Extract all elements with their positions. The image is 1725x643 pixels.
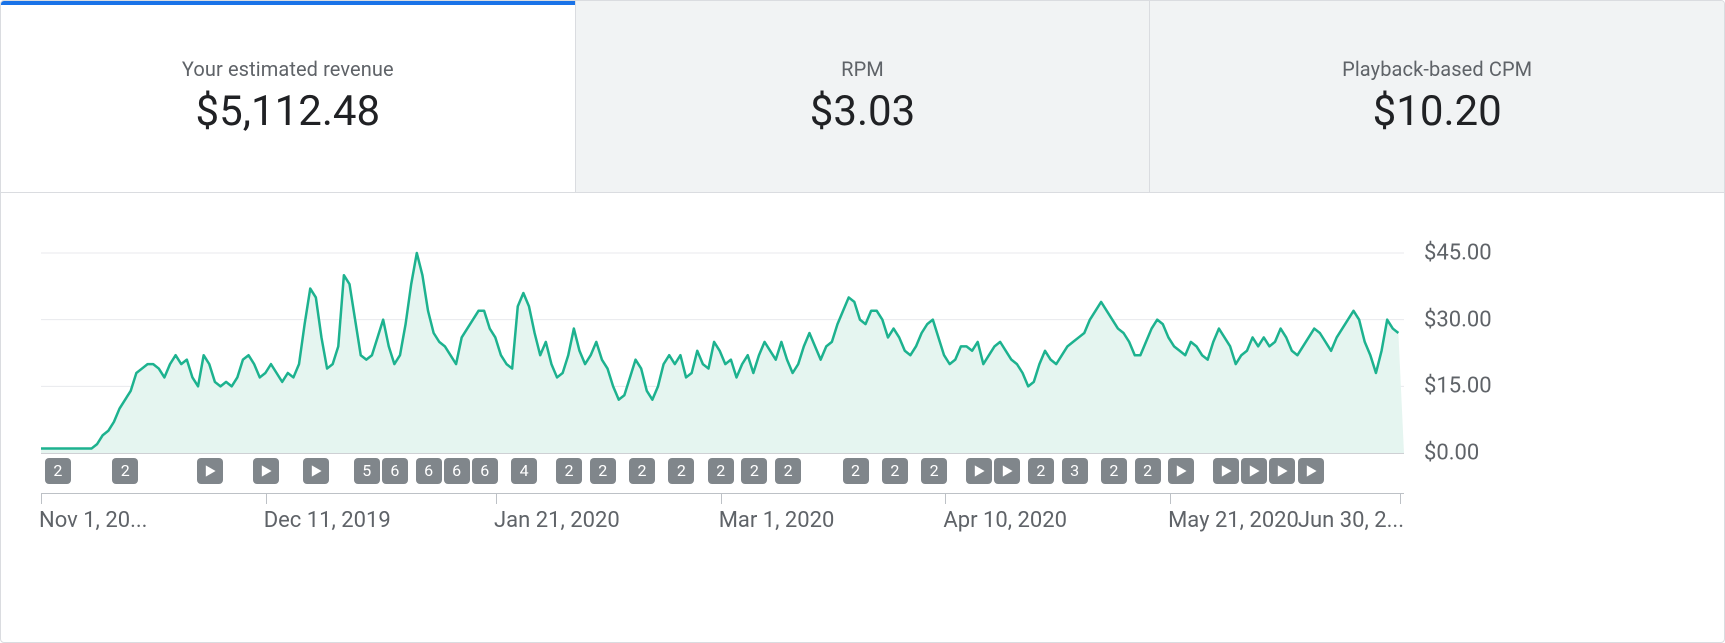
upload-marker-play-icon[interactable] (994, 458, 1020, 484)
upload-marker-play-icon[interactable] (303, 458, 329, 484)
marker-count-label: 2 (1036, 458, 1045, 484)
x-tick-label: Jun 30, 2... (1298, 508, 1404, 533)
upload-marker-count[interactable]: 2 (112, 458, 138, 484)
marker-count-label: 3 (1070, 458, 1079, 484)
upload-marker-count[interactable]: 2 (1028, 458, 1054, 484)
upload-marker-count[interactable]: 2 (556, 458, 582, 484)
marker-count-label: 2 (851, 458, 860, 484)
upload-marker-count[interactable]: 2 (843, 458, 869, 484)
x-tick (496, 494, 497, 504)
marker-count-label: 6 (452, 458, 461, 484)
marker-count-label: 2 (1109, 458, 1118, 484)
marker-count-label: 5 (362, 458, 371, 484)
marker-count-label: 4 (520, 458, 529, 484)
upload-marker-count[interactable]: 2 (668, 458, 694, 484)
x-tick (266, 494, 267, 504)
tab-your-estimated-revenue[interactable]: Your estimated revenue $5,112.48 (1, 1, 576, 192)
tab-rpm[interactable]: RPM $3.03 (576, 1, 1151, 192)
upload-marker-count[interactable]: 6 (444, 458, 470, 484)
marker-count-label: 6 (390, 458, 399, 484)
tab-label: RPM (841, 57, 884, 81)
upload-marker-count[interactable]: 3 (1062, 458, 1088, 484)
y-tick-label: $15.00 (1424, 374, 1492, 399)
revenue-chart (41, 253, 1404, 453)
upload-marker-play-icon[interactable] (197, 458, 223, 484)
upload-marker-play-icon[interactable] (1241, 458, 1267, 484)
upload-marker-play-icon[interactable] (1168, 458, 1194, 484)
x-tick-label: Nov 1, 20... (39, 508, 147, 533)
marker-count-label: 2 (53, 458, 62, 484)
upload-markers: 2256666422222222222322 (41, 458, 1404, 488)
marker-count-label: 2 (716, 458, 725, 484)
x-tick-label: Dec 11, 2019 (264, 508, 391, 533)
marker-count-label: 6 (480, 458, 489, 484)
x-tick-label: Mar 1, 2020 (719, 508, 835, 533)
tab-value: $10.20 (1373, 87, 1502, 136)
x-tick (1400, 494, 1401, 504)
x-tick (41, 494, 42, 504)
upload-marker-play-icon[interactable] (966, 458, 992, 484)
marker-count-label: 2 (784, 458, 793, 484)
marker-count-label: 2 (890, 458, 899, 484)
y-tick-label: $45.00 (1424, 241, 1492, 266)
upload-marker-count[interactable]: 6 (416, 458, 442, 484)
x-tick-label: Jan 21, 2020 (494, 508, 620, 533)
upload-marker-count[interactable]: 2 (1135, 458, 1161, 484)
tab-value: $3.03 (810, 87, 916, 136)
upload-marker-count[interactable]: 2 (629, 458, 655, 484)
upload-marker-count[interactable]: 2 (590, 458, 616, 484)
marker-count-label: 2 (1143, 458, 1152, 484)
marker-count-label: 6 (424, 458, 433, 484)
analytics-panel: Your estimated revenue $5,112.48 RPM $3.03 P… (0, 0, 1725, 643)
marker-count-label: 2 (750, 458, 759, 484)
upload-marker-count[interactable]: 2 (741, 458, 767, 484)
marker-count-label: 2 (565, 458, 574, 484)
upload-marker-count[interactable]: 5 (354, 458, 380, 484)
marker-count-label: 2 (598, 458, 607, 484)
x-tick (1170, 494, 1171, 504)
metric-tabs: Your estimated revenue $5,112.48 RPM $3.03 P… (1, 1, 1724, 193)
marker-count-label: 2 (677, 458, 686, 484)
upload-marker-count[interactable]: 2 (882, 458, 908, 484)
upload-marker-play-icon[interactable] (1269, 458, 1295, 484)
upload-marker-count[interactable]: 2 (45, 458, 71, 484)
tab-label: Playback-based CPM (1342, 57, 1532, 81)
upload-marker-count[interactable]: 2 (708, 458, 734, 484)
upload-marker-play-icon[interactable] (1298, 458, 1324, 484)
x-tick-label: Apr 10, 2020 (943, 508, 1067, 533)
upload-marker-count[interactable]: 6 (382, 458, 408, 484)
upload-marker-count[interactable]: 2 (1101, 458, 1127, 484)
upload-marker-count[interactable]: 2 (921, 458, 947, 484)
y-axis-labels: $0.00$15.00$30.00$45.00 (1424, 253, 1684, 453)
x-axis: Nov 1, 20... Dec 11, 2019 Jan 21, 2020 Mar … (41, 493, 1404, 533)
upload-marker-count[interactable]: 6 (472, 458, 498, 484)
marker-count-label: 2 (638, 458, 647, 484)
tab-playback-based-cpm[interactable]: Playback-based CPM $10.20 (1150, 1, 1724, 192)
marker-count-label: 2 (930, 458, 939, 484)
upload-marker-play-icon[interactable] (253, 458, 279, 484)
chart-area: $0.00$15.00$30.00$45.00 2256666422222222… (1, 193, 1724, 643)
y-tick-label: $0.00 (1424, 441, 1479, 466)
x-tick (945, 494, 946, 504)
upload-marker-count[interactable]: 4 (511, 458, 537, 484)
upload-marker-play-icon[interactable] (1213, 458, 1239, 484)
tab-value: $5,112.48 (196, 87, 381, 136)
y-tick-label: $30.00 (1424, 307, 1492, 332)
x-tick (721, 494, 722, 504)
upload-marker-count[interactable]: 2 (775, 458, 801, 484)
marker-count-label: 2 (121, 458, 130, 484)
x-tick-label: May 21, 2020 (1168, 508, 1299, 533)
tab-label: Your estimated revenue (182, 57, 394, 81)
